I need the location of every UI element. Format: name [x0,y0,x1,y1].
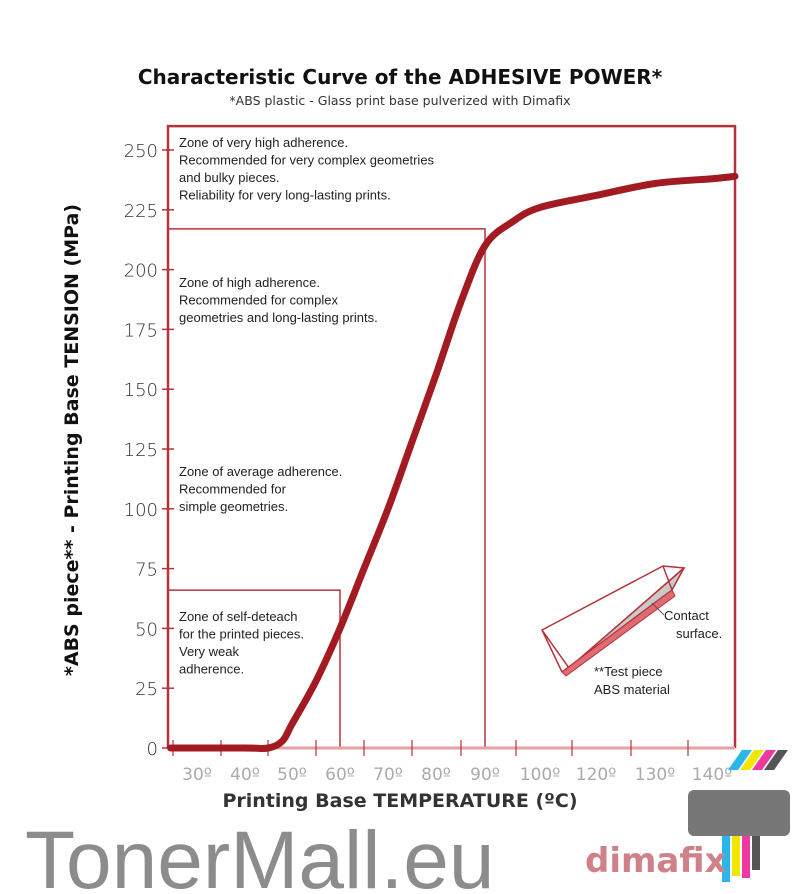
x-tick-label: 60º [325,765,355,785]
y-axis-label: *ABS piece** - Printing Base TENSION (MP… [61,204,83,676]
zone-text-self-detach: Very weak [179,644,239,659]
x-tick-label: 130º [635,765,675,785]
x-tick-label: 50º [277,765,307,785]
zone-text-high: geometries and long-lasting prints. [179,310,378,325]
contact-surface-label-1: Contact [664,608,709,623]
zone-text-self-detach: adherence. [179,662,244,677]
zone-text-self-detach: Zone of self-deteach [179,609,298,624]
zone-text-very-high: Reliability for very long-lasting prints… [179,188,391,203]
test-piece-label-1: **Test piece [594,664,663,679]
zone-frame-very-high [166,124,737,748]
zone-text-high: Zone of high adherence. [179,275,320,290]
chart-subtitle: *ABS plastic - Glass print base pulveriz… [229,93,570,108]
printer-logo-icon: dimafix [585,750,790,882]
y-tick-label: 125 [124,440,158,461]
x-tick-label: 90º [470,765,500,785]
zone-text-very-high: Recommended for very complex geometries [179,153,435,168]
zone-text-high: Recommended for complex [179,293,338,308]
x-tick-label: 140º [692,765,732,785]
x-tick-label: 30º [182,765,212,785]
x-tick-label: 80º [421,765,451,785]
test-piece-label-2: ABS material [594,682,670,697]
test-piece-illustration: Contact surface. **Test piece ABS materi… [540,565,722,697]
y-tick-label: 100 [124,500,158,521]
y-tick-label: 25 [135,679,158,700]
y-tick-label: 150 [124,380,158,401]
y-tick-label: 225 [124,201,158,222]
zone-text-average: Zone of average adherence. [179,464,342,479]
zone-frame-high [167,228,486,748]
adhesive-curve-line [167,172,739,753]
dimafix-logo-text: dimafix [585,841,727,881]
y-tick-label: 0 [147,739,158,760]
watermark-text: TonerMall.eu [25,815,494,894]
zone-text-average: Recommended for [179,482,287,497]
x-tick-label: 100º [520,765,560,785]
y-tick-label: 75 [135,560,158,581]
x-axis-label: Printing Base TEMPERATURE (ºC) [222,790,577,812]
x-tick-label: 70º [373,765,403,785]
x-tick-label: 120º [576,765,616,785]
x-tick-label: 40º [230,765,260,785]
contact-surface-label-2: surface. [676,626,722,641]
chart-title: Characteristic Curve of the ADHESIVE POW… [138,65,663,89]
y-tick-label: 200 [124,261,158,282]
zone-frame-self-detach [167,589,341,748]
zone-text-average: simple geometries. [179,499,288,514]
zone-text-very-high: Zone of very high adherence. [179,135,348,150]
zone-text-very-high: and bulky pieces. [179,170,279,185]
y-tick-label: 175 [124,320,158,341]
y-tick-label: 50 [135,619,158,640]
zone-text-self-detach: for the printed pieces. [179,627,304,642]
y-tick-label: 250 [124,141,158,162]
